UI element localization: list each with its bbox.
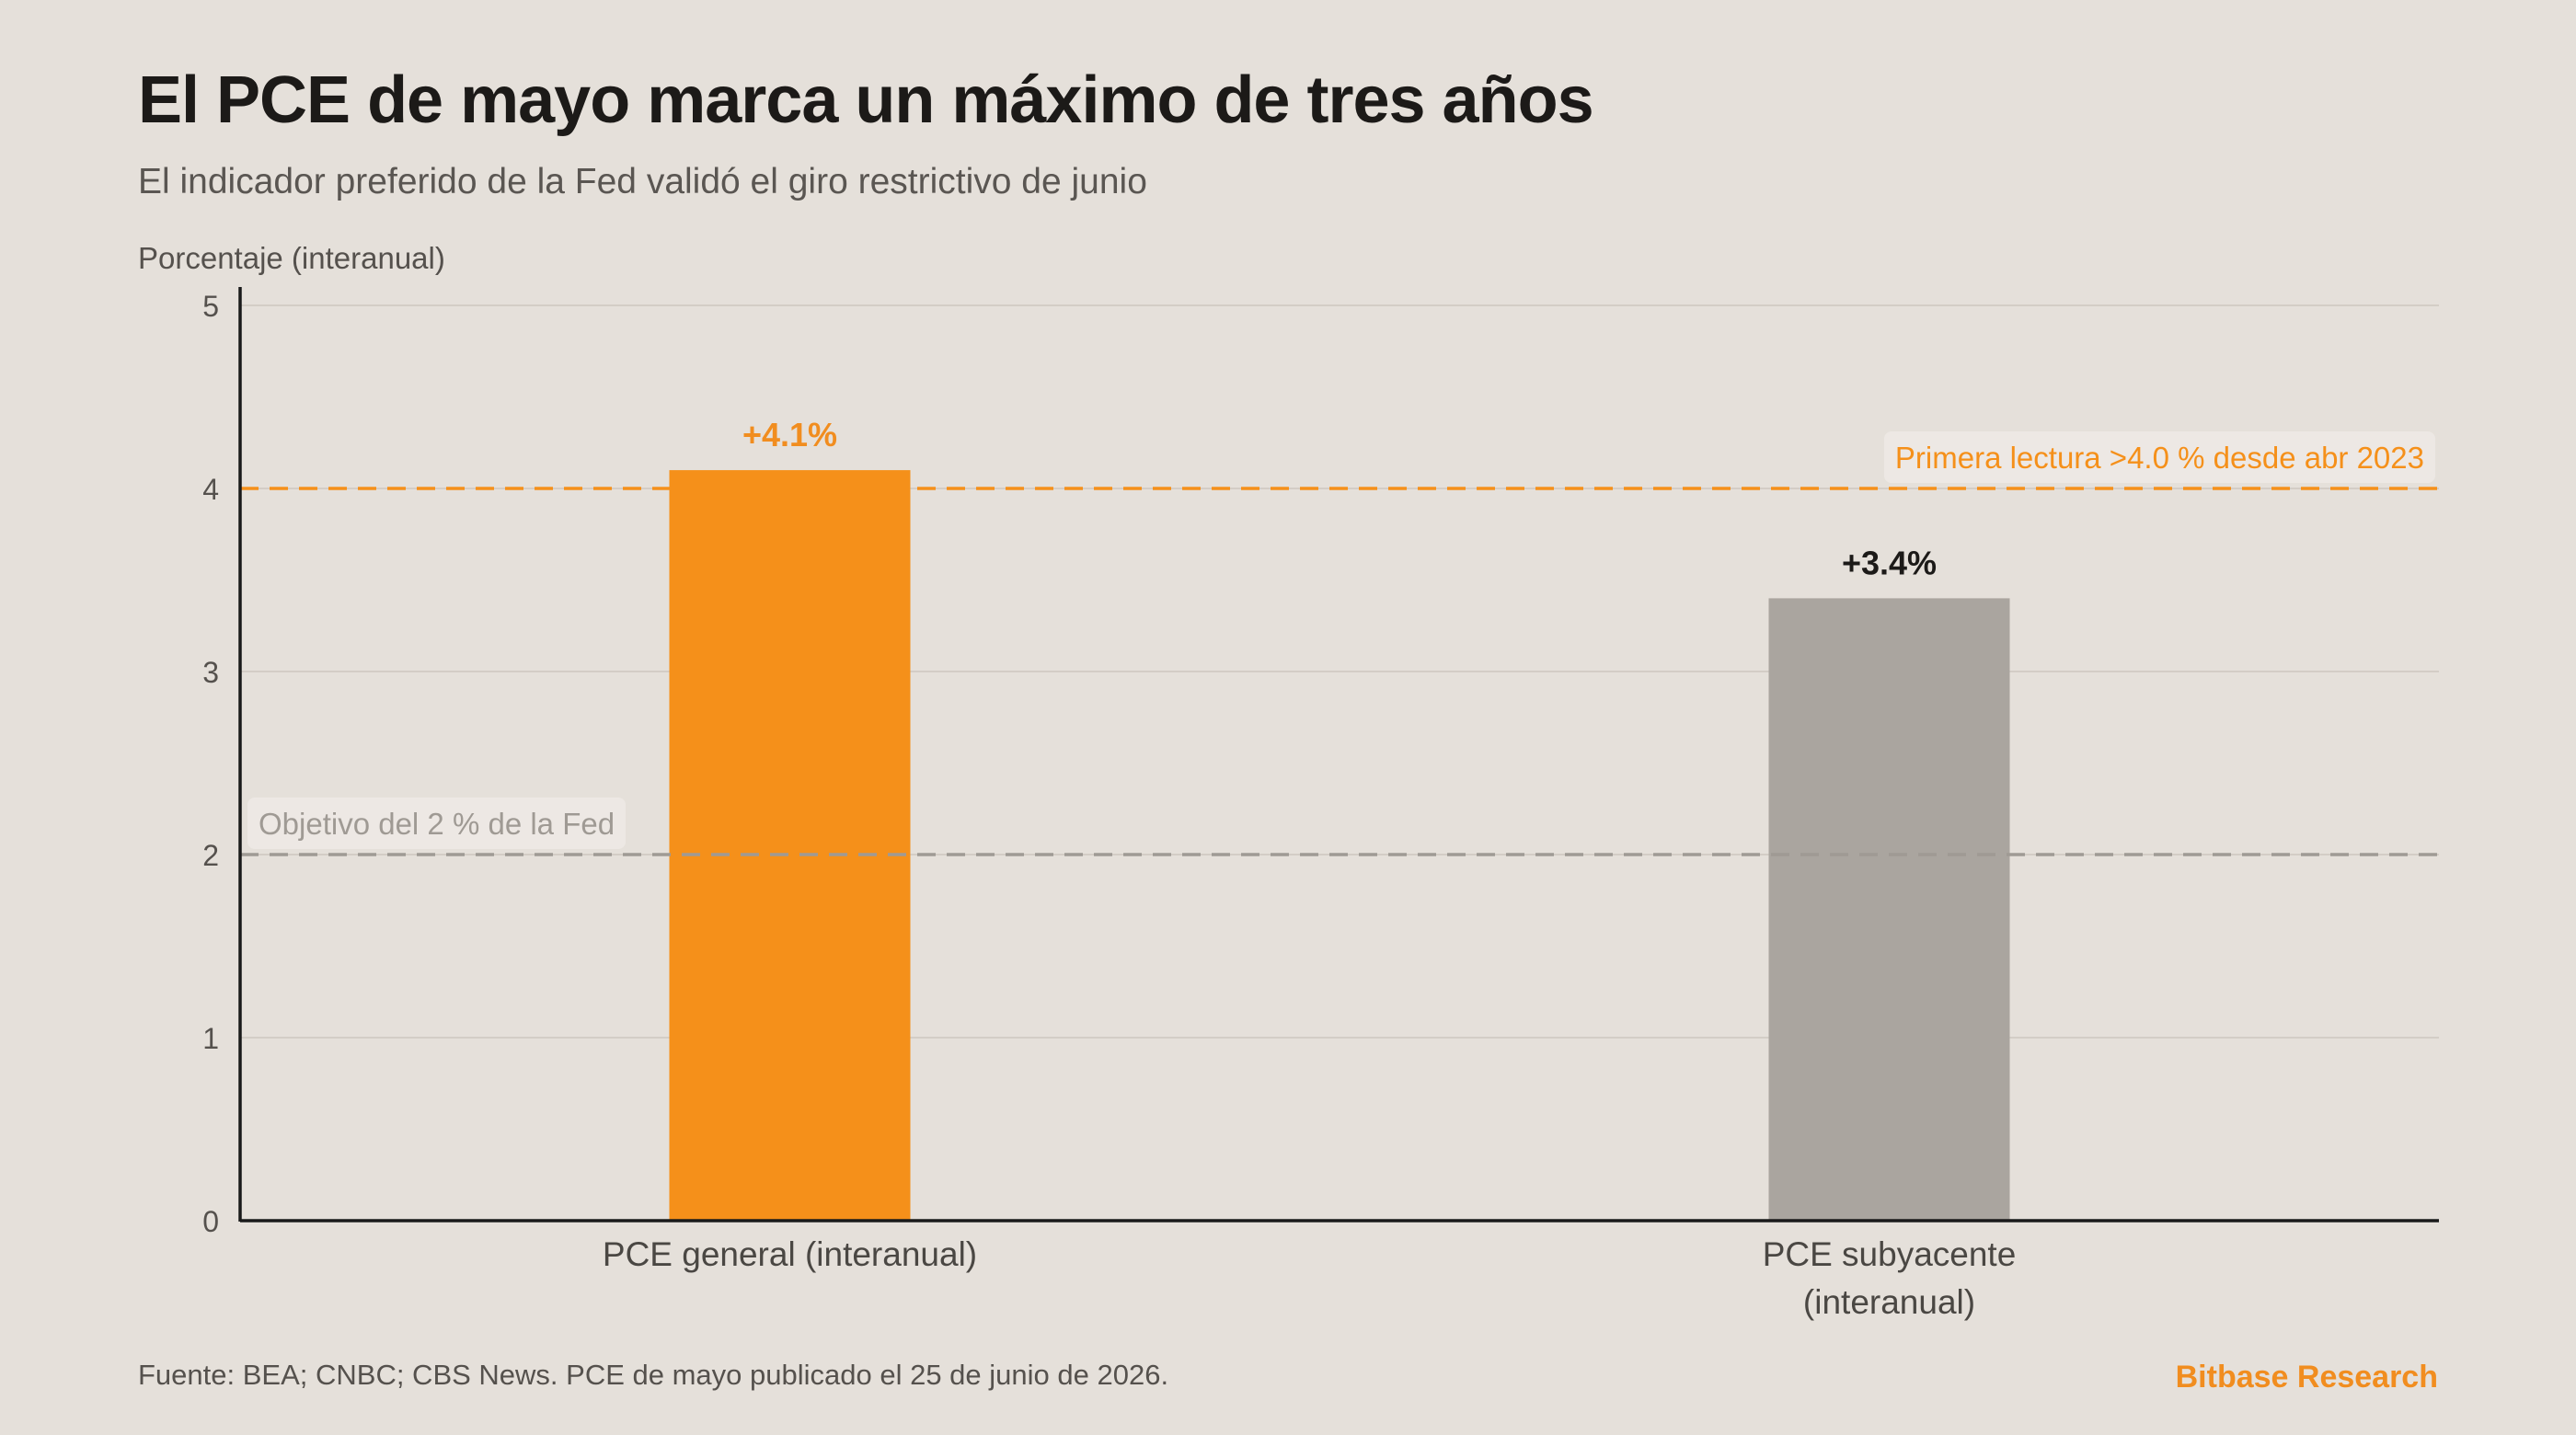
y-axis-title: Porcentaje (interanual) — [138, 241, 445, 275]
reference-line-label: Primera lectura >4.0 % desde abr 2023 — [1895, 441, 2424, 475]
chart-subtitle: El indicador preferido de la Fed validó … — [138, 162, 1147, 201]
data-label: +4.1% — [742, 416, 837, 453]
bar — [1768, 598, 2010, 1221]
chart-title: El PCE de mayo marca un máximo de tres a… — [138, 63, 1594, 137]
y-tick-label: 4 — [202, 473, 219, 506]
y-tick-label: 5 — [202, 290, 219, 323]
x-tick-label: PCE subyacente — [1763, 1235, 2017, 1273]
data-label: +3.4% — [1842, 544, 1937, 581]
y-tick-label: 1 — [202, 1022, 219, 1055]
source-note: Fuente: BEA; CNBC; CBS News. PCE de mayo… — [138, 1359, 1169, 1391]
reference-line-label: Objetivo del 2 % de la Fed — [259, 807, 615, 841]
y-tick-label: 2 — [202, 839, 219, 872]
reference-label-box — [247, 798, 627, 849]
reference-label-box — [1883, 431, 2435, 483]
y-tick-label: 3 — [202, 656, 219, 689]
bar — [669, 470, 911, 1222]
x-tick-label: PCE general (interanual) — [603, 1235, 977, 1273]
x-tick-label: (interanual) — [1803, 1283, 1975, 1321]
y-tick-label: 0 — [202, 1205, 219, 1238]
brand-logo-text: Bitbase Research — [2175, 1360, 2438, 1395]
